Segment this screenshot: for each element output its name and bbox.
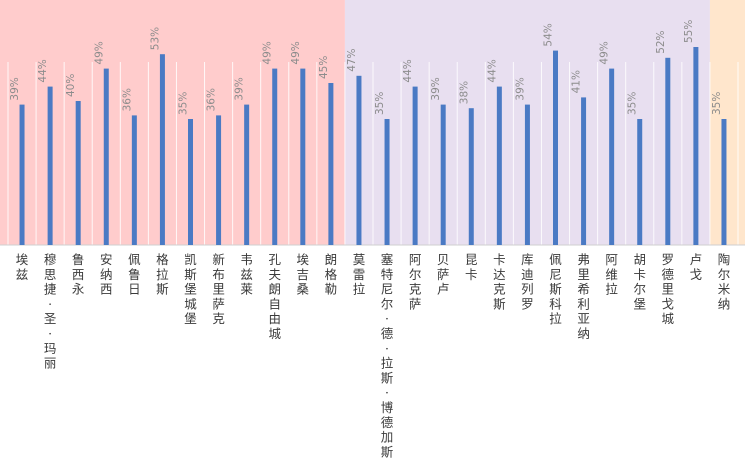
bar-9 xyxy=(272,68,278,245)
bar-8 xyxy=(244,104,250,245)
category-label-11: 朗格勒 xyxy=(325,252,338,297)
group-band-2 xyxy=(709,0,745,245)
category-label-21: 阿维拉 xyxy=(605,252,618,297)
category-label-16: 昆卡 xyxy=(465,252,478,282)
value-label-0: 39% xyxy=(9,77,21,100)
value-label-4: 36% xyxy=(121,88,133,111)
value-label-1: 44% xyxy=(37,59,49,82)
bar-20 xyxy=(581,97,587,246)
category-label-0: 埃兹 xyxy=(16,252,29,282)
bar-18 xyxy=(524,104,530,245)
category-label-22: 胡卡尔堡 xyxy=(633,252,646,311)
value-label-22: 35% xyxy=(627,92,639,115)
category-label-12: 莫雷拉 xyxy=(353,252,366,297)
bar-17 xyxy=(496,86,502,245)
bar-24 xyxy=(693,47,699,245)
bar-14 xyxy=(412,86,418,245)
category-label-6: 凯斯堡城堡 xyxy=(184,252,197,326)
category-label-19: 佩尼斯科拉 xyxy=(549,252,562,326)
value-label-18: 39% xyxy=(514,77,526,100)
group-band-0 xyxy=(0,0,345,245)
value-label-21: 49% xyxy=(599,41,611,64)
bar-1 xyxy=(47,86,53,245)
value-label-10: 49% xyxy=(290,41,302,64)
category-label-24: 卢戈 xyxy=(690,252,703,282)
category-label-9: 孔夫朗自由城 xyxy=(268,252,281,341)
category-label-4: 佩鲁日 xyxy=(128,252,141,297)
value-labels: 39% 44% 40% 49% 36% 53% 35% 36% 39% 49% 49% 45% 47% 3… xyxy=(9,20,723,115)
bar-21 xyxy=(609,68,615,245)
value-label-7: 36% xyxy=(206,88,218,111)
bar-15 xyxy=(440,104,446,245)
value-label-11: 45% xyxy=(318,56,330,79)
value-label-14: 44% xyxy=(402,59,414,82)
bar-19 xyxy=(553,50,558,245)
bar-22 xyxy=(637,119,643,245)
bar-4 xyxy=(131,115,137,246)
bar-13 xyxy=(384,119,390,245)
category-label-23: 罗德里戈城 xyxy=(662,252,675,326)
category-label-14: 阿尔克萨 xyxy=(409,252,422,311)
category-label-2: 鲁西永 xyxy=(72,252,85,297)
value-label-9: 49% xyxy=(262,41,274,64)
bar-2 xyxy=(75,101,81,245)
value-label-17: 44% xyxy=(486,59,498,82)
value-label-15: 39% xyxy=(430,77,442,100)
category-label-15: 贝萨卢 xyxy=(437,252,450,297)
category-labels: 埃兹 穆思捷·圣·玛丽 鲁西永 安纳西 佩鲁日 格拉斯 凯斯堡城堡 新布里萨克 韦兹莱 孔夫朗自由… xyxy=(16,252,731,459)
value-label-19: 54% xyxy=(543,23,555,46)
value-label-23: 52% xyxy=(655,30,667,53)
category-label-17: 卡达克斯 xyxy=(493,252,506,311)
bar-7 xyxy=(216,115,222,246)
gridlines xyxy=(0,62,745,246)
value-label-3: 49% xyxy=(93,41,105,64)
bar-5 xyxy=(159,54,165,246)
category-label-18: 库迪列罗 xyxy=(521,252,534,311)
category-label-10: 埃吉桑 xyxy=(297,252,310,297)
category-label-13: 塞特尼尔·德·拉斯·博德加斯 xyxy=(381,252,394,459)
category-label-5: 格拉斯 xyxy=(156,252,169,297)
category-label-25: 陶尔米纳 xyxy=(718,252,731,311)
bar-0 xyxy=(19,104,25,245)
bar-25 xyxy=(721,119,727,245)
bars xyxy=(19,47,727,246)
value-label-8: 39% xyxy=(234,77,246,100)
value-label-16: 38% xyxy=(458,81,470,104)
value-label-12: 47% xyxy=(346,48,358,71)
category-label-8: 韦兹莱 xyxy=(240,252,253,297)
bar-23 xyxy=(665,57,671,245)
value-label-25: 35% xyxy=(711,92,723,115)
bar-12 xyxy=(356,75,362,245)
value-label-6: 35% xyxy=(178,92,190,115)
value-label-20: 41% xyxy=(571,70,583,93)
bar-10 xyxy=(300,68,306,245)
value-label-24: 55% xyxy=(683,20,695,43)
bar-11 xyxy=(328,83,334,245)
value-label-2: 40% xyxy=(65,74,77,97)
category-label-3: 安纳西 xyxy=(100,252,113,297)
bar-16 xyxy=(468,108,474,245)
bar-6 xyxy=(188,119,193,245)
bar-3 xyxy=(103,68,109,245)
category-label-20: 弗里希利亚纳 xyxy=(577,252,590,341)
value-label-13: 35% xyxy=(374,92,386,115)
category-label-1: 穆思捷·圣·玛丽 xyxy=(44,252,57,371)
value-label-5: 53% xyxy=(149,27,161,50)
category-label-7: 新布里萨克 xyxy=(212,252,225,326)
